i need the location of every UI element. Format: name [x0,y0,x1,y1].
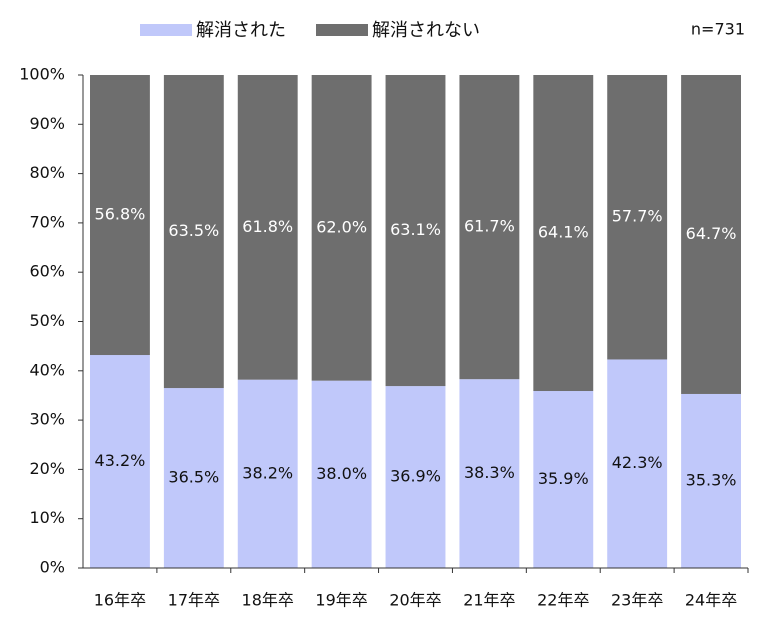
value-label: 42.3% [612,453,663,472]
value-label: 63.5% [168,221,219,240]
bar-segment [90,75,150,356]
bar-segment [533,75,594,392]
x-tick-label: 22年卒 [537,591,589,610]
value-label: 36.5% [168,468,219,487]
bar-segment [607,359,668,568]
bar-segment [90,355,150,568]
value-label: 63.1% [390,220,441,239]
bar-segment [533,391,594,568]
y-tick-label: 30% [29,410,65,429]
value-label: 35.3% [686,470,737,489]
bar-segment [385,75,446,387]
bar-segment [459,379,520,568]
value-label: 61.7% [464,217,515,236]
bar-segment [163,388,224,568]
x-tick-label: 24年卒 [685,591,737,610]
value-label: 61.8% [242,217,293,236]
y-tick-label: 40% [29,360,65,379]
y-tick-label: 60% [29,262,65,281]
value-label: 38.0% [316,464,367,483]
legend-label: 解消されない [372,20,480,41]
bar-segment [311,380,372,568]
y-tick-label: 90% [29,114,65,133]
legend-swatch [140,24,192,36]
y-tick-label: 0% [40,558,65,577]
value-label: 64.1% [538,223,589,242]
y-tick-label: 10% [29,508,65,527]
value-label: 43.2% [95,451,146,470]
x-tick-label: 23年卒 [611,591,663,610]
value-label: 35.9% [538,469,589,488]
bar-segment [385,386,446,568]
bar-segment [681,75,741,394]
value-label: 62.0% [316,217,367,236]
bar-segment [311,75,372,381]
value-label: 38.2% [242,463,293,482]
legend-label: 解消された [196,20,286,41]
value-label: 36.9% [390,467,441,486]
y-tick-label: 20% [29,459,65,478]
bar-segment [681,393,741,568]
value-label: 38.3% [464,463,515,482]
value-label: 64.7% [686,224,737,243]
x-tick-label: 18年卒 [242,591,294,610]
x-tick-label: 21年卒 [463,591,515,610]
bar-segment [459,75,520,380]
legend-swatch [316,24,368,36]
annotation: n=731 [691,20,745,39]
value-label: 56.8% [95,205,146,224]
bar-segment [607,75,668,360]
y-tick-label: 80% [29,163,65,182]
y-tick-label: 50% [29,311,65,330]
x-tick-label: 20年卒 [389,591,441,610]
x-tick-label: 17年卒 [168,591,220,610]
y-tick-label: 100% [19,65,65,84]
y-tick-label: 70% [29,212,65,231]
bar-segment [237,379,298,568]
value-label: 57.7% [612,207,663,226]
x-tick-label: 19年卒 [315,591,367,610]
x-tick-label: 16年卒 [94,591,146,610]
bar-segment [237,75,298,380]
bar-segment [163,75,224,389]
